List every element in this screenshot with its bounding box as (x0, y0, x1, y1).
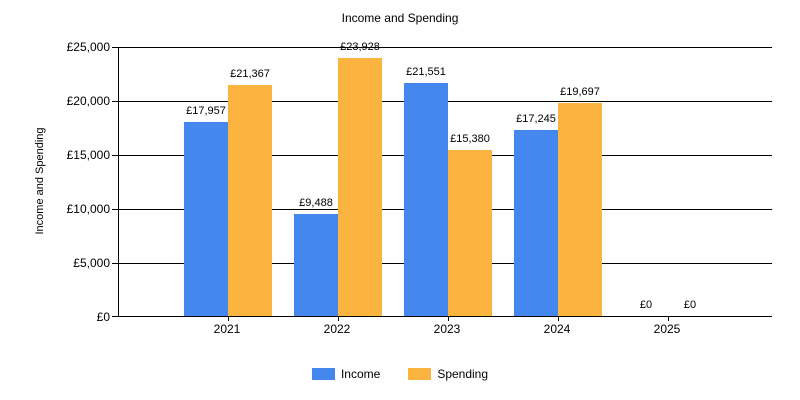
x-tick-mark (668, 317, 669, 321)
legend-item-spending: Spending (408, 367, 488, 381)
x-tick-mark (448, 317, 449, 321)
bar-value-label: £0 (683, 299, 697, 311)
bar-spending-2024 (558, 103, 602, 316)
x-tick-mark (558, 317, 559, 321)
legend-swatch-income (311, 368, 335, 380)
bar-value-label: £23,928 (340, 40, 380, 53)
x-tick-mark (228, 317, 229, 321)
bar-value-label: £21,551 (406, 66, 446, 79)
y-tick-mark (112, 101, 118, 102)
bar-value-label: £19,697 (560, 86, 600, 99)
bar-value-label: £9,488 (299, 196, 333, 209)
bar-income-2024 (514, 129, 558, 316)
y-tick-mark (112, 209, 118, 210)
x-tick-label-2021: 2021 (213, 322, 241, 336)
legend-item-income: Income (311, 367, 381, 381)
bar-spending-2022 (338, 57, 382, 316)
y-axis-title: Income and Spending (34, 127, 46, 235)
y-tick-label: £10,000 (66, 202, 110, 216)
bar-value-label: £0 (639, 299, 653, 311)
y-tick-label: £25,000 (66, 40, 110, 54)
x-tick-label-2023: 2023 (433, 322, 461, 336)
legend-swatch-spending (408, 368, 432, 380)
bar-value-label: £21,367 (230, 68, 270, 81)
y-tick-label: £20,000 (66, 94, 110, 108)
bar-income-2022 (294, 213, 338, 316)
bar-spending-2021 (228, 85, 272, 316)
y-tick-label: £0 (96, 310, 110, 324)
x-tick-label-2022: 2022 (323, 322, 351, 336)
x-tick-label-2025: 2025 (653, 322, 681, 336)
bar-income-2021 (184, 122, 228, 316)
bar-value-label: £15,380 (450, 132, 490, 145)
y-tick-mark (112, 263, 118, 264)
gridline (119, 47, 772, 48)
x-tick-mark (338, 317, 339, 321)
bar-spending-2023 (448, 149, 492, 316)
y-tick-label: £15,000 (66, 148, 110, 162)
y-tick-mark (112, 316, 118, 317)
x-tick-label-2024: 2024 (543, 322, 571, 336)
plot-area: £17,957 £21,367 £9,488 £23,928 £21,551 £15,38… (112, 41, 772, 321)
bar-income-2023 (404, 83, 448, 316)
bar-value-label: £17,957 (186, 105, 226, 118)
y-tick-mark (112, 155, 118, 156)
y-tick-mark (112, 47, 118, 48)
legend-label: Income (340, 367, 381, 381)
bar-value-label: £17,245 (516, 112, 556, 125)
y-tick-label: £5,000 (73, 256, 110, 270)
legend-label: Spending (437, 367, 489, 381)
legend: Income Spending (0, 367, 800, 381)
chart-title: Income and Spending (341, 11, 459, 25)
